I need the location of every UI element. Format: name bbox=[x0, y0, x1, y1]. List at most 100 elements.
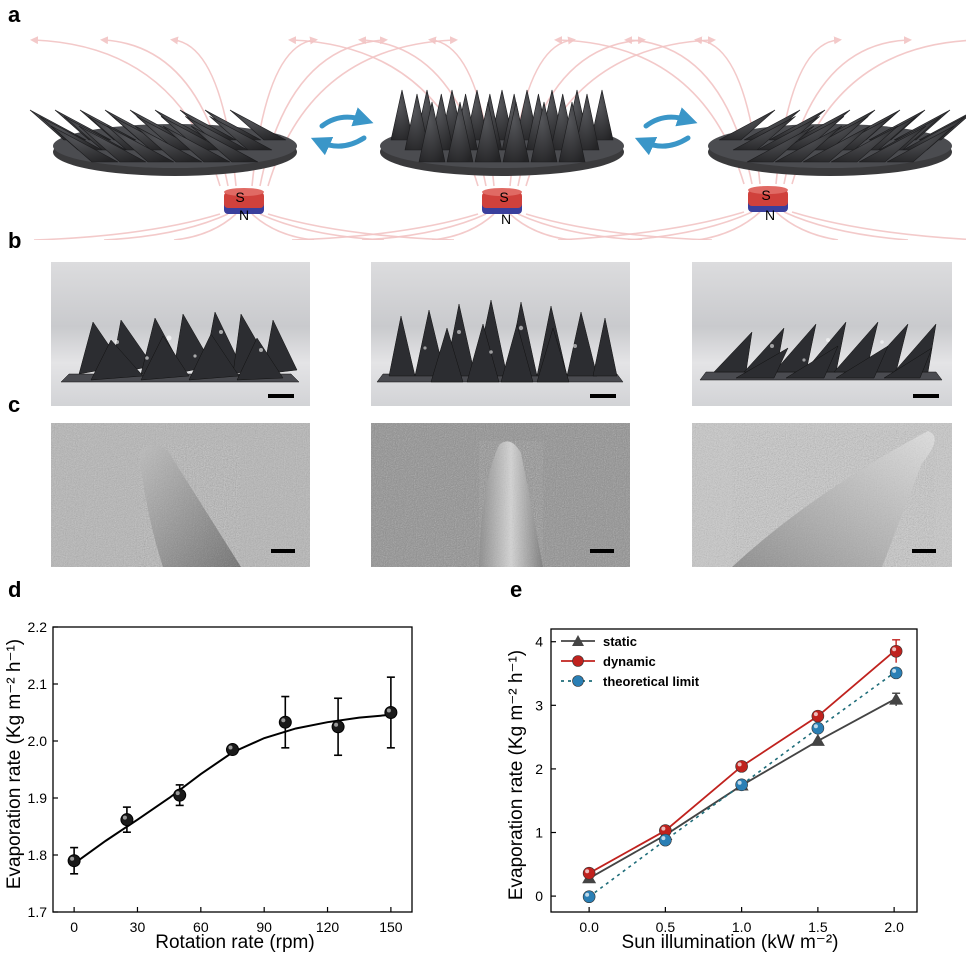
schematic-tilted-right bbox=[554, 36, 966, 240]
spike bbox=[78, 125, 147, 163]
data-point bbox=[120, 813, 134, 827]
field-line bbox=[173, 213, 237, 240]
field-line bbox=[525, 213, 713, 240]
y-tick-label: 1.9 bbox=[28, 790, 48, 806]
y-tick-label: 2.0 bbox=[28, 733, 48, 749]
data-point-highlight bbox=[175, 791, 180, 796]
spike bbox=[530, 101, 558, 163]
cycle-arrow-icon bbox=[634, 107, 698, 156]
scale-bar bbox=[912, 549, 936, 553]
data-point bbox=[659, 833, 672, 847]
magnet-north-label: N bbox=[239, 207, 249, 223]
photo-upright bbox=[371, 262, 630, 406]
scale-bar bbox=[590, 549, 614, 553]
data-point-highlight bbox=[386, 708, 391, 713]
data-point bbox=[889, 666, 903, 680]
spike bbox=[134, 125, 203, 163]
data-point-highlight bbox=[737, 762, 742, 767]
spike bbox=[106, 125, 175, 163]
data-point-highlight bbox=[334, 722, 339, 727]
field-line bbox=[775, 211, 839, 240]
spike bbox=[418, 101, 446, 163]
y-tick-label: 2.2 bbox=[28, 619, 48, 635]
sem-image-tilted-left bbox=[51, 423, 310, 567]
chart-sun-illumination: 0.0 0.5 1.0 1.5 2.0 0 1 2 3 4 static dynamic theoret… bbox=[506, 628, 918, 953]
data-point-highlight bbox=[892, 668, 897, 673]
magnet-top bbox=[224, 188, 264, 196]
magnet-top bbox=[482, 188, 522, 196]
scale-bar bbox=[268, 394, 294, 398]
cycle-arrow-icon bbox=[310, 107, 374, 156]
field-line bbox=[103, 213, 229, 240]
schematic-upright bbox=[288, 36, 716, 240]
chart-rotation-rate: 0 30 60 90 120 150 1.7 1.8 1.9 2.0 2.1 2.2 Rotation… bbox=[4, 619, 413, 953]
spike bbox=[229, 109, 287, 141]
magnet-north-label: N bbox=[765, 207, 775, 223]
field-line bbox=[557, 211, 745, 240]
schematic-panel-a: S N S N S N bbox=[29, 36, 966, 240]
data-point-highlight bbox=[892, 647, 897, 652]
x-tick-label: 0 bbox=[70, 919, 78, 935]
spike bbox=[746, 125, 815, 163]
spike bbox=[162, 125, 231, 163]
field-line bbox=[431, 213, 495, 240]
field-line bbox=[291, 213, 479, 240]
data-point-highlight bbox=[228, 745, 233, 750]
spike bbox=[474, 101, 502, 163]
spike bbox=[774, 125, 843, 163]
data-point-highlight bbox=[661, 836, 666, 841]
data-point-highlight bbox=[813, 724, 818, 729]
panel-label-b: b bbox=[8, 228, 22, 253]
data-point bbox=[889, 644, 903, 658]
schematic-tilted-left bbox=[29, 36, 458, 240]
field-line bbox=[267, 213, 455, 240]
y-tick-label: 3 bbox=[535, 697, 543, 713]
data-point-highlight bbox=[122, 815, 127, 820]
data-point bbox=[173, 788, 187, 802]
spike bbox=[136, 116, 200, 151]
spike bbox=[805, 116, 869, 151]
scale-bar bbox=[271, 549, 295, 553]
x-axis-label: Rotation rate (rpm) bbox=[155, 932, 314, 953]
spike bbox=[50, 125, 119, 163]
legend-marker bbox=[572, 675, 584, 687]
magnet-south-pole bbox=[748, 190, 788, 206]
magnet-south-label: S bbox=[235, 189, 244, 205]
spike bbox=[718, 109, 776, 141]
data-point bbox=[67, 854, 81, 868]
field-line bbox=[627, 211, 753, 240]
spike bbox=[558, 101, 586, 163]
magnet-north-label: N bbox=[501, 211, 511, 227]
y-tick-label: 2 bbox=[535, 761, 543, 777]
spike bbox=[590, 89, 614, 141]
data-point-highlight bbox=[585, 869, 590, 874]
panel-label-c: c bbox=[8, 392, 21, 417]
x-tick-label: 0.0 bbox=[579, 919, 599, 935]
x-tick-label: 1.5 bbox=[808, 919, 828, 935]
x-tick-label: 150 bbox=[379, 919, 403, 935]
y-axis-label: Evaporation rate (Kg m⁻² h⁻¹) bbox=[4, 639, 25, 889]
sem-image-tilted-right bbox=[692, 423, 952, 567]
data-point-highlight bbox=[737, 780, 742, 785]
spike bbox=[190, 125, 259, 163]
x-tick-label: 1.0 bbox=[732, 919, 752, 935]
legend-label: dynamic bbox=[603, 654, 656, 669]
photo-tilted-left bbox=[51, 262, 310, 406]
scale-bar bbox=[590, 394, 616, 398]
plot-frame bbox=[550, 628, 918, 913]
data-point bbox=[582, 890, 596, 904]
field-line bbox=[791, 211, 966, 240]
panel-label-d: d bbox=[8, 577, 22, 602]
fit-curve bbox=[73, 713, 391, 865]
data-point-highlight bbox=[813, 712, 818, 717]
spike bbox=[390, 89, 414, 141]
magnet-south-pole bbox=[224, 192, 264, 208]
plot-frame bbox=[52, 626, 413, 913]
spike bbox=[574, 93, 600, 151]
y-tick-label: 2.1 bbox=[28, 676, 48, 692]
spike bbox=[830, 125, 899, 163]
spike bbox=[446, 101, 474, 163]
photo-tilted-right bbox=[692, 262, 952, 406]
spike bbox=[209, 116, 273, 151]
field-line bbox=[697, 211, 761, 240]
